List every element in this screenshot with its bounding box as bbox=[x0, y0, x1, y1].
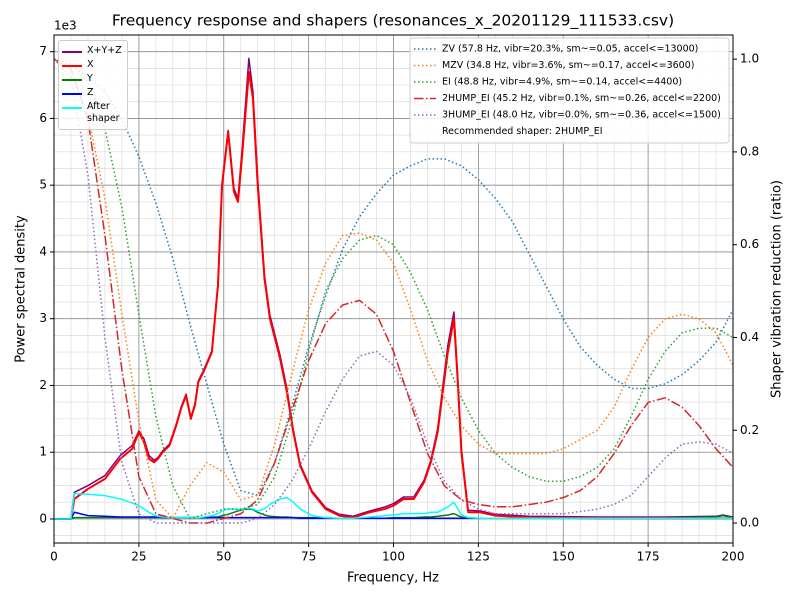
series-line bbox=[54, 58, 733, 520]
legend-item: X+Y+Z bbox=[62, 45, 124, 57]
x-tick-label: 100 bbox=[382, 550, 405, 564]
y-tick-label: 2 bbox=[39, 378, 47, 392]
y2-tick-label: 0.0 bbox=[740, 516, 759, 530]
chart-title: Frequency response and shapers (resonanc… bbox=[112, 12, 674, 31]
legend-label: After shaper bbox=[87, 101, 120, 124]
legend-item: Y bbox=[62, 73, 124, 85]
x-axis-label: Frequency, Hz bbox=[347, 571, 439, 586]
series-line bbox=[54, 58, 733, 524]
y2-axis-label: Shaper vibration reduction (ratio) bbox=[770, 180, 785, 398]
y-tick-label: 0 bbox=[39, 511, 47, 525]
y2-tick-label: 0.6 bbox=[740, 237, 759, 251]
legend-label: Z bbox=[87, 87, 94, 98]
y-tick-label: 1 bbox=[39, 445, 47, 459]
y-tick-label: 7 bbox=[39, 44, 47, 58]
legend-swatch bbox=[62, 79, 82, 81]
y-tick-label: 3 bbox=[39, 311, 47, 325]
legend-item: After shaper bbox=[62, 101, 124, 125]
legend-item: Z bbox=[62, 87, 124, 99]
x-tick-label: 125 bbox=[467, 550, 490, 564]
y-tick-label: 6 bbox=[39, 111, 47, 125]
legend-label: Y bbox=[87, 73, 93, 84]
legend-right-box bbox=[409, 37, 730, 144]
y-axis-label: Power spectral density bbox=[14, 215, 29, 363]
x-tick-label: 150 bbox=[552, 550, 575, 564]
legend-label: 2HUMP_EI (45.2 Hz, vibr=0.1%, sm~=0.26, … bbox=[442, 93, 721, 104]
legend-label: ZV (57.8 Hz, vibr=20.3%, sm~=0.05, accel… bbox=[442, 44, 698, 55]
legend-item: X bbox=[62, 59, 124, 71]
legend-label: X bbox=[87, 59, 94, 70]
legend-swatch bbox=[62, 65, 82, 67]
legend-label: X+Y+Z bbox=[87, 45, 122, 56]
legend-note: Recommended shaper: 2HUMP_EI bbox=[442, 126, 603, 137]
legend-label: 3HUMP_EI (48.0 Hz, vibr=0.0%, sm~=0.36, … bbox=[442, 110, 721, 121]
x-tick-label: 50 bbox=[216, 550, 231, 564]
legend-label: EI (48.8 Hz, vibr=4.9%, sm~=0.14, accel<… bbox=[442, 77, 682, 88]
y-tick-label: 4 bbox=[39, 244, 47, 258]
legend-left: X+Y+Z X Y Z After shaper bbox=[58, 40, 128, 130]
legend-swatch bbox=[62, 107, 82, 109]
series-line bbox=[54, 58, 733, 520]
legend-label: MZV (34.8 Hz, vibr=3.6%, sm~=0.17, accel… bbox=[442, 60, 694, 71]
x-tick-label: 25 bbox=[131, 550, 146, 564]
y2-tick-label: 0.4 bbox=[740, 330, 759, 344]
y2-tick-label: 0.2 bbox=[740, 423, 759, 437]
x-tick-label: 200 bbox=[722, 550, 745, 564]
plot-area bbox=[54, 57, 733, 524]
legend-swatch bbox=[62, 93, 82, 95]
legend-swatch bbox=[62, 51, 82, 53]
series-line bbox=[54, 58, 733, 496]
x-tick-label: 0 bbox=[50, 550, 58, 564]
y2-tick-label: 0.8 bbox=[740, 144, 759, 158]
y-tick-label: 5 bbox=[39, 178, 47, 192]
series-line bbox=[54, 70, 733, 520]
x-tick-label: 75 bbox=[301, 550, 316, 564]
series-line bbox=[54, 511, 733, 520]
x-tick-label: 175 bbox=[637, 550, 660, 564]
y-offset-label: 1e3 bbox=[54, 19, 77, 33]
plot-frame bbox=[53, 34, 734, 544]
y2-tick-label: 1.0 bbox=[740, 52, 759, 66]
series-line bbox=[54, 492, 733, 520]
